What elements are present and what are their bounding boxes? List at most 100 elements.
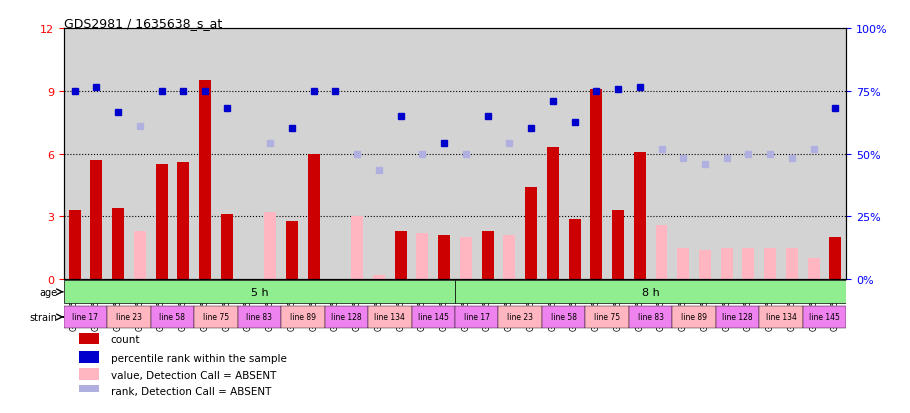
Bar	[786, 248, 798, 280]
Bar	[68, 211, 81, 280]
Bar	[743, 248, 754, 280]
Bar	[721, 248, 733, 280]
Text: line 17: line 17	[464, 313, 490, 322]
Bar	[655, 225, 668, 280]
Bar	[438, 236, 450, 280]
Bar	[808, 259, 820, 280]
Text: line 145: line 145	[809, 313, 840, 322]
Bar	[79, 368, 99, 380]
Text: rank, Detection Call = ABSENT: rank, Detection Call = ABSENT	[111, 386, 271, 396]
Text: line 58: line 58	[551, 313, 577, 322]
Bar	[264, 213, 277, 280]
Bar	[655, 225, 668, 280]
Text: age: age	[39, 287, 57, 297]
Text: line 128: line 128	[331, 313, 361, 322]
Text: line 134: line 134	[765, 313, 796, 322]
Text: value, Detection Call = ABSENT: value, Detection Call = ABSENT	[111, 370, 276, 380]
Bar	[829, 238, 842, 280]
Text: line 89: line 89	[681, 313, 707, 322]
Text: line 145: line 145	[418, 313, 449, 322]
FancyBboxPatch shape	[238, 306, 281, 328]
Text: 8 h: 8 h	[642, 287, 660, 297]
FancyBboxPatch shape	[107, 306, 151, 328]
Bar	[308, 154, 319, 280]
Bar	[764, 248, 776, 280]
Text: line 75: line 75	[594, 313, 621, 322]
Bar	[373, 275, 385, 280]
Bar	[79, 351, 99, 363]
Text: line 58: line 58	[159, 313, 186, 322]
FancyBboxPatch shape	[64, 306, 107, 328]
Bar	[503, 236, 515, 280]
Bar	[525, 188, 537, 280]
Text: line 89: line 89	[289, 313, 316, 322]
Bar	[286, 221, 298, 280]
Bar	[79, 333, 99, 344]
Bar	[547, 148, 559, 280]
Bar	[79, 385, 99, 396]
Bar	[177, 163, 189, 280]
Text: count: count	[111, 334, 140, 344]
Bar	[503, 236, 515, 280]
FancyBboxPatch shape	[455, 281, 846, 304]
FancyBboxPatch shape	[542, 306, 585, 328]
Text: strain: strain	[29, 312, 57, 322]
FancyBboxPatch shape	[151, 306, 194, 328]
FancyBboxPatch shape	[629, 306, 672, 328]
Text: line 128: line 128	[723, 313, 753, 322]
FancyBboxPatch shape	[281, 306, 325, 328]
Bar	[156, 165, 167, 280]
Text: line 17: line 17	[73, 313, 98, 322]
Bar	[417, 234, 429, 280]
Text: 5 h: 5 h	[250, 287, 268, 297]
Bar	[699, 250, 711, 280]
FancyBboxPatch shape	[64, 281, 455, 304]
FancyBboxPatch shape	[411, 306, 455, 328]
Bar	[112, 209, 124, 280]
Bar	[481, 232, 493, 280]
FancyBboxPatch shape	[716, 306, 759, 328]
FancyBboxPatch shape	[455, 306, 499, 328]
Bar	[786, 248, 798, 280]
Text: percentile rank within the sample: percentile rank within the sample	[111, 353, 287, 363]
Bar	[460, 238, 472, 280]
Bar	[134, 232, 146, 280]
Bar	[134, 232, 146, 280]
FancyBboxPatch shape	[803, 306, 846, 328]
Bar	[199, 81, 211, 280]
Text: line 134: line 134	[374, 313, 405, 322]
Bar	[633, 152, 646, 280]
FancyBboxPatch shape	[759, 306, 803, 328]
Text: line 83: line 83	[247, 313, 272, 322]
Bar	[764, 248, 776, 280]
Bar	[612, 211, 624, 280]
Bar	[351, 217, 363, 280]
Text: GDS2981 / 1635638_s_at: GDS2981 / 1635638_s_at	[64, 17, 222, 29]
Text: line 23: line 23	[116, 313, 142, 322]
FancyBboxPatch shape	[368, 306, 411, 328]
Text: line 75: line 75	[203, 313, 229, 322]
Bar	[417, 234, 429, 280]
Bar	[808, 259, 820, 280]
Bar	[699, 250, 711, 280]
Bar	[395, 232, 407, 280]
Text: line 83: line 83	[638, 313, 663, 322]
FancyBboxPatch shape	[499, 306, 542, 328]
Bar	[569, 219, 581, 280]
Bar	[677, 248, 689, 280]
FancyBboxPatch shape	[585, 306, 629, 328]
Bar	[373, 275, 385, 280]
Bar	[90, 161, 102, 280]
FancyBboxPatch shape	[194, 306, 238, 328]
Bar	[721, 248, 733, 280]
FancyBboxPatch shape	[325, 306, 368, 328]
Bar	[591, 90, 602, 280]
Bar	[743, 248, 754, 280]
Bar	[264, 213, 277, 280]
Bar	[677, 248, 689, 280]
Text: line 23: line 23	[507, 313, 533, 322]
FancyBboxPatch shape	[672, 306, 716, 328]
Bar	[351, 217, 363, 280]
Bar	[460, 238, 472, 280]
Bar	[221, 215, 233, 280]
